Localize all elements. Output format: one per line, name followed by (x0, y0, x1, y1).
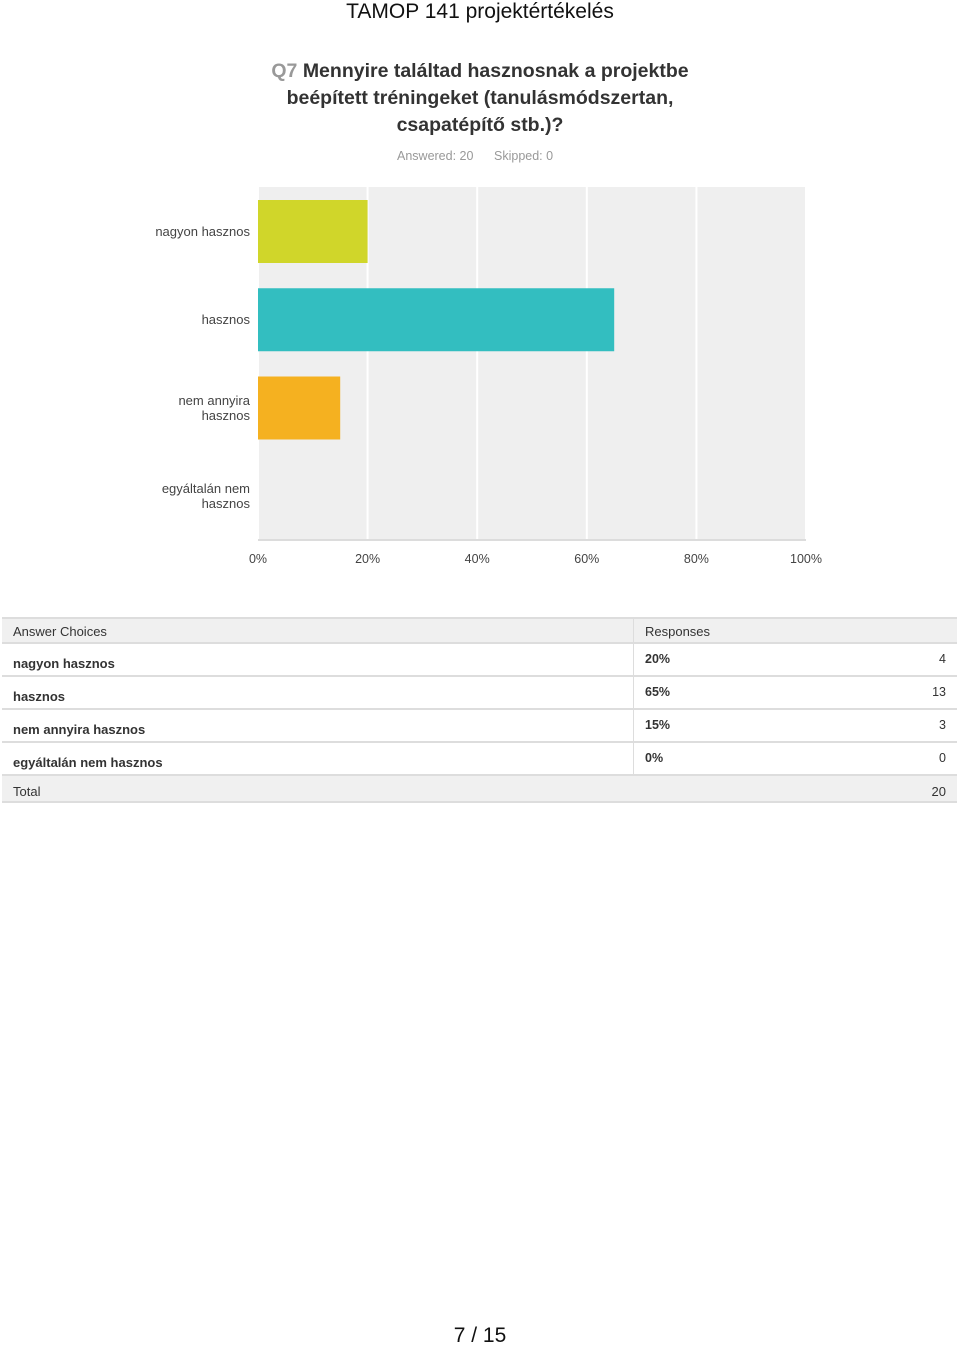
table-row (2, 675, 957, 677)
bar (258, 288, 615, 352)
answer-choice: nem annyira hasznos (13, 722, 146, 737)
table-row (2, 741, 957, 743)
x-tick-label: 60% (574, 552, 600, 566)
y-tick-label: egyáltalán nem hasznos (161, 480, 250, 511)
question-title: Mennyire találtad hasznosnak a projektbe… (286, 60, 689, 136)
y-tick-label: hasznos (201, 311, 250, 327)
total-label: Total (13, 784, 41, 799)
y-tick-label: nagyon hasznos (155, 223, 250, 239)
y-tick-label: nem annyira hasznos (178, 392, 250, 423)
x-tick-label: 80% (683, 552, 709, 566)
footer: 7 / 15 (453, 1324, 507, 1346)
response-count: 4 (939, 652, 946, 666)
response-count: 0 (939, 751, 946, 765)
question: Q7 Mennyire találtad hasznosnak a projek… (260, 58, 700, 139)
response-percent: 0% (645, 751, 664, 765)
column-header: Answer Choices (13, 624, 107, 639)
total-row (2, 776, 957, 803)
total-value: 20 (931, 784, 946, 799)
table-row (2, 708, 957, 710)
x-tick-label: 20% (355, 552, 381, 566)
response-percent: 15% (645, 718, 671, 732)
table: Answer Choices Responses nagyon hasznos 20%… (2, 617, 957, 803)
answer-choice: egyáltalán nem hasznos (13, 755, 163, 770)
page-header: TAMOP 141 projektértékelés (346, 0, 614, 23)
response-percent: 65% (645, 685, 671, 699)
question-number: Q7 (271, 60, 298, 82)
answer-choice: nagyon hasznos (13, 656, 115, 671)
x-tick-label: 0% (248, 552, 268, 566)
x-tick-label: 100% (790, 552, 822, 566)
column-header: Responses (645, 624, 711, 639)
bar (258, 200, 368, 263)
table-header-row (2, 617, 957, 644)
column-divider (633, 617, 634, 803)
response-percent: 20% (645, 652, 671, 666)
answer-choice: hasznos (13, 689, 66, 704)
x-tick-label: 40% (464, 552, 490, 566)
bar (258, 376, 341, 440)
response-count: 13 (932, 685, 946, 699)
response-count: 3 (939, 718, 946, 732)
answered: Answered: 20 (397, 149, 474, 163)
table-row (2, 774, 957, 776)
skipped: Skipped: 0 (494, 149, 554, 163)
